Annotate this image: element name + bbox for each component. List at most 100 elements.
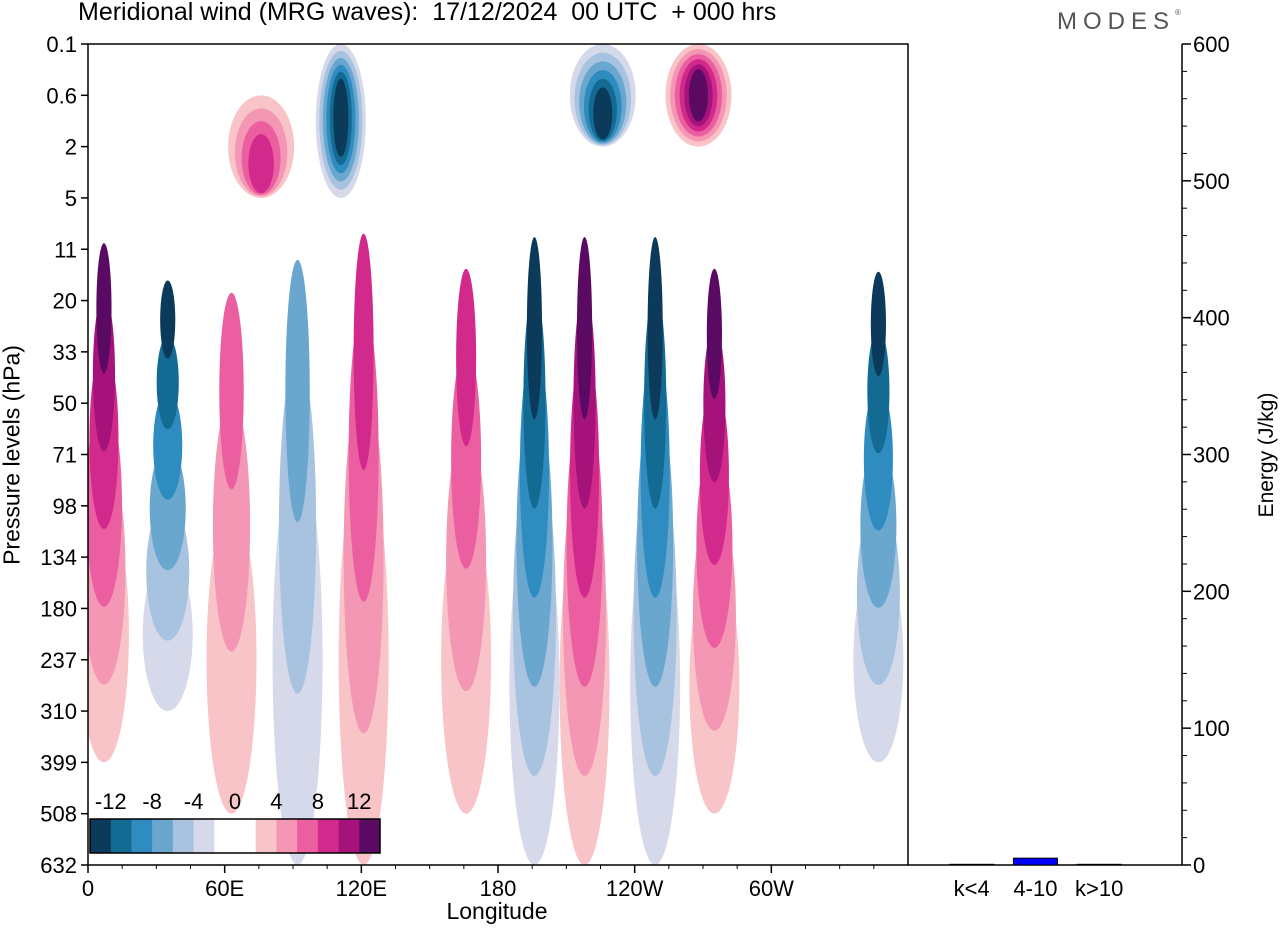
colorbar-swatch [359,819,381,853]
colorbar-swatch [276,819,298,853]
colorbar-label: 4 [270,789,282,814]
contour-band [96,243,112,374]
y-axis-label: Pressure levels (hPa) [0,345,25,565]
contour-band [576,237,593,420]
colorbar: -12 -8 -4 0 4 8 12 [89,789,381,854]
colorbar-swatch [317,819,340,853]
y-tick-label: 20 [53,289,77,314]
y-tick-label: 0.1 [46,32,77,57]
contour-band [456,268,477,447]
colorbar-swatch [235,819,257,853]
energy-tick-label: 400 [1193,306,1230,331]
contour-band [647,237,663,420]
contour-feature [88,243,129,763]
contour-band [333,78,349,157]
contour-feature [853,271,904,763]
colorbar-frame [89,818,381,854]
colorbar-swatch [193,819,215,853]
energy-bar [1012,857,1058,866]
x-tick-label: 60E [205,876,244,901]
energy-tick-label: 500 [1193,169,1230,194]
energy-category-label: k>10 [1075,876,1123,901]
contour-feature [630,237,681,865]
y-tick-label: 508 [40,802,77,827]
x-tick-label: 60W [749,876,794,901]
y-tick-label: 399 [40,750,77,775]
x-tick-label: 120E [336,876,387,901]
y-tick-label: 180 [40,596,77,621]
colorbar-label: 8 [312,789,324,814]
y-tick-label: 11 [54,237,77,262]
x-axis: 0 60E 120E 180 120W 60W [82,865,875,901]
x-tick-label: 0 [82,876,94,901]
y-tick-label: 5 [65,186,77,211]
x-tick-label: 120W [606,876,664,901]
colorbar-label: 12 [347,789,371,814]
y-axis: 0.1 0.6 2 5 11 20 33 50 71 98 134 180 237 310 399 508 63… [40,32,88,878]
y-tick-label: 98 [53,494,77,519]
colorbar-label: -8 [142,789,162,814]
energy-tick-label: 600 [1193,32,1230,57]
chart-title: Meridional wind (MRG waves): 17/12/2024 … [78,0,777,26]
energy-axis-label: Energy (J/kg) [1255,392,1278,518]
energy-category-label: k<4 [954,876,990,901]
contour-feature [689,268,740,814]
colorbar-swatch [131,819,153,853]
contour-band [706,268,722,400]
energy-tick-label: 300 [1193,443,1230,468]
colorbar-label: 0 [229,789,241,814]
colorbar-label: -4 [184,789,204,814]
colorbar-swatch [172,819,195,853]
contour-band [156,335,179,430]
colorbar-swatch [110,819,132,853]
contour-band [248,134,274,194]
energy-tick-label: 0 [1193,853,1205,878]
energy-tick-label: 100 [1193,716,1230,741]
energy-panel: 0 100 200 300 400 500 600 k<4 4-10 k>10 [908,32,1230,901]
energy-bar [1076,863,1122,866]
contour-feature [142,280,193,712]
contour-band [160,280,176,359]
y-tick-label: 632 [40,853,77,878]
contour-band [593,87,613,140]
contour-feature [509,237,560,865]
brand-registered-mark: ® [1175,8,1181,17]
contour-feature [228,95,295,198]
colorbar-swatch [297,819,319,853]
x-axis-label: Longitude [446,898,548,924]
y-tick-label: 310 [40,699,77,724]
energy-category-label: 4-10 [1013,876,1057,901]
contour-band [867,328,890,454]
y-tick-label: 237 [40,648,77,673]
contour-band [212,399,251,652]
contour-feature [441,268,492,814]
y-tick-label: 134 [40,545,77,570]
contour-feature [272,259,323,865]
colorbar-swatch [90,819,112,853]
contour-feature [315,44,366,198]
contour-band [353,233,374,471]
contour-band [688,69,708,122]
contour-feature [665,44,732,147]
colorbar-swatch [255,819,277,853]
contour-feature [559,237,610,865]
brand-logo: MODES® [1057,8,1181,36]
x-tick-label: 180 [480,876,517,901]
contour-band [870,271,886,376]
energy-tick-label: 200 [1193,579,1230,604]
brand-text: MODES [1057,8,1176,35]
contour-band [526,237,543,420]
contour-feature [338,233,389,865]
contour-band [219,292,244,490]
contour-feature [206,292,257,814]
y-tick-label: 50 [53,391,77,416]
contour-band [285,259,310,523]
colorbar-swatch [338,819,360,853]
y-tick-label: 33 [53,340,77,365]
colorbar-label: -12 [95,789,127,814]
heatmap-contours [88,44,904,865]
colorbar-swatch [214,819,236,853]
contour-band [153,391,183,500]
energy-bar [949,863,995,866]
